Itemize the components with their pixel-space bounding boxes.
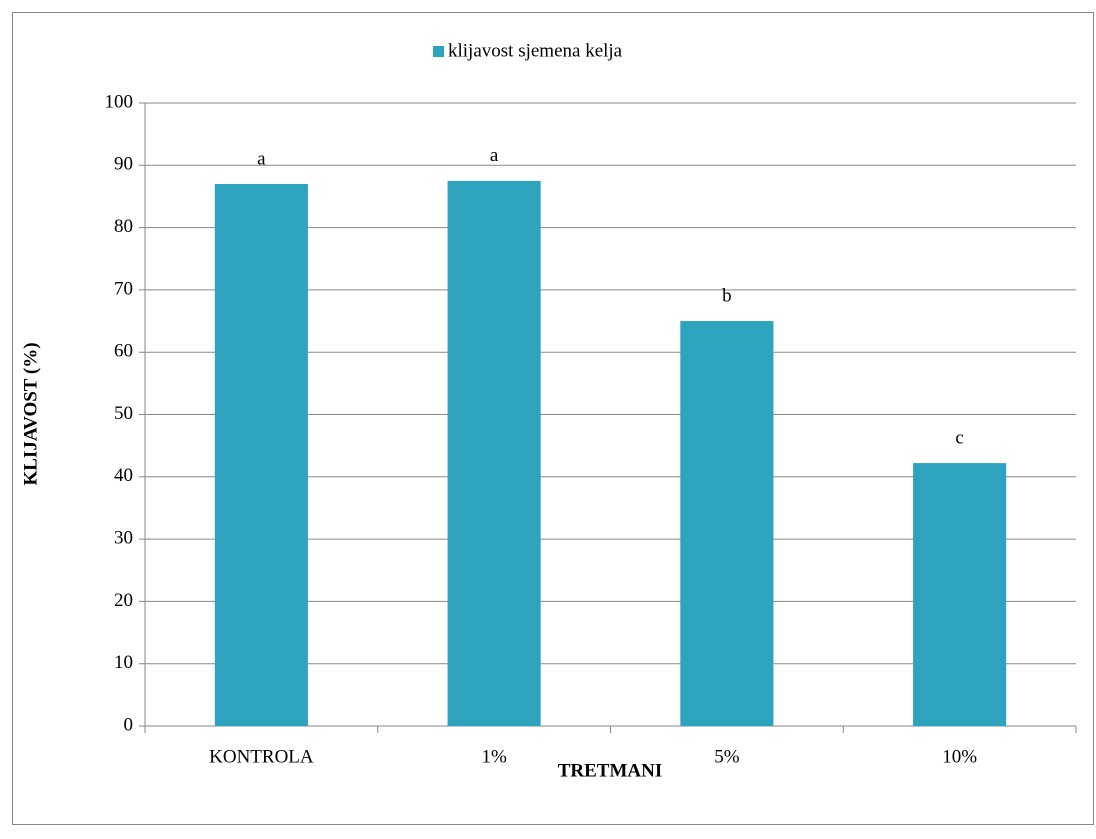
- y-tick-label: 10: [114, 652, 133, 673]
- bar: [913, 463, 1007, 726]
- y-axis-label: KLIJAVOST (%): [20, 342, 41, 485]
- x-tick-label: 10%: [942, 746, 977, 767]
- x-axis-label: TRETMANI: [558, 760, 663, 781]
- annotation: a: [257, 148, 266, 169]
- x-tick-label: 1%: [481, 746, 507, 767]
- legend-label: klijavost sjemena kelja: [448, 40, 623, 61]
- bar: [214, 183, 308, 727]
- y-tick-label: 20: [114, 590, 133, 611]
- annotation: b: [722, 285, 732, 306]
- y-tick-label: 60: [114, 341, 133, 362]
- y-tick-label: 0: [124, 714, 134, 735]
- y-tick-label: 30: [114, 527, 133, 548]
- annotation: c: [955, 427, 963, 448]
- annotation: a: [490, 145, 499, 166]
- y-tick-label: 70: [114, 278, 133, 299]
- x-tick-label: KONTROLA: [209, 746, 314, 767]
- bar: [447, 180, 541, 726]
- y-tick-label: 40: [114, 465, 133, 486]
- y-tick-label: 90: [114, 154, 133, 175]
- legend-swatch: [433, 46, 444, 57]
- x-tick-label: 5%: [714, 746, 740, 767]
- y-tick-label: 100: [105, 91, 134, 112]
- y-tick-label: 80: [114, 216, 133, 237]
- bar: [680, 321, 774, 726]
- y-tick-label: 50: [114, 403, 133, 424]
